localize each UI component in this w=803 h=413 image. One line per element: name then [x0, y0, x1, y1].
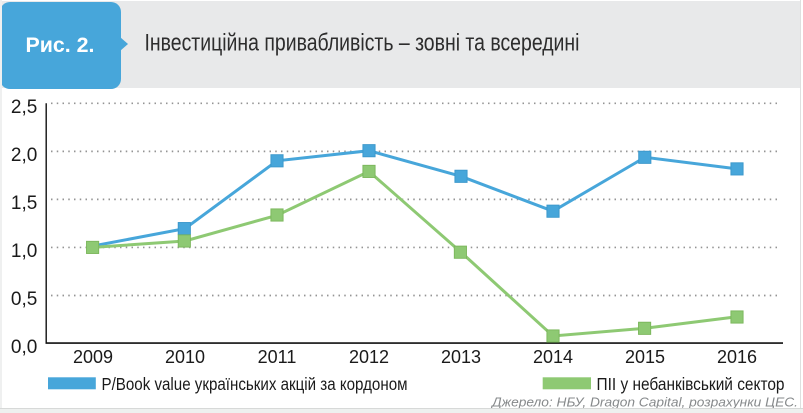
svg-text:1,5: 1,5	[11, 193, 37, 214]
svg-text:2010: 2010	[165, 347, 205, 367]
svg-text:2012: 2012	[349, 347, 389, 367]
svg-text:2015: 2015	[625, 347, 665, 367]
svg-text:0,0: 0,0	[11, 337, 37, 358]
svg-text:2009: 2009	[73, 347, 113, 367]
svg-text:Рис. 2.: Рис. 2.	[26, 33, 95, 57]
svg-text:P/Book value українських акцій: P/Book value українських акцій за кордон…	[102, 374, 408, 394]
svg-text:0,5: 0,5	[11, 289, 37, 310]
svg-text:2014: 2014	[533, 347, 573, 367]
svg-text:2016: 2016	[717, 347, 757, 367]
svg-text:ПІІ у небанківський сектор: ПІІ у небанківський сектор	[597, 374, 785, 394]
svg-text:2013: 2013	[441, 347, 481, 367]
svg-text:1,0: 1,0	[11, 241, 37, 262]
svg-text:2011: 2011	[258, 347, 297, 367]
svg-text:2,0: 2,0	[11, 145, 37, 166]
svg-text:Інвестиційна привабливість – з: Інвестиційна привабливість – зовні та вс…	[145, 30, 580, 57]
svg-text:Джерело: НБУ, Dragon Capital,: Джерело: НБУ, Dragon Capital, розрахунки…	[490, 395, 798, 410]
svg-text:2,5: 2,5	[11, 97, 37, 118]
